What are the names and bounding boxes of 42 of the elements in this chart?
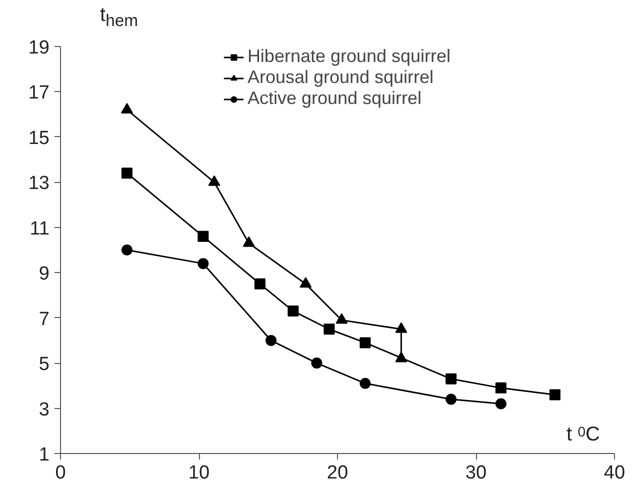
y-tick-label: 19	[28, 38, 50, 58]
point	[446, 373, 457, 384]
y-tick-label: 11	[30, 218, 50, 240]
legend-label: Active ground squirrel	[247, 88, 422, 109]
x-tick-label: 30	[465, 462, 487, 484]
point	[360, 378, 371, 389]
point	[121, 244, 132, 256]
y-tick-label: 17	[28, 82, 50, 104]
y-tick-label: 1	[38, 444, 50, 466]
y-tick-label: 15	[28, 128, 50, 149]
point	[336, 313, 348, 324]
point	[495, 398, 506, 410]
point	[120, 102, 133, 114]
point	[324, 324, 335, 335]
point	[208, 175, 220, 186]
point	[254, 278, 266, 290]
point	[242, 236, 255, 247]
legend-label: Hibernate ground squirrel	[247, 46, 451, 67]
y-tick-label: 5	[38, 354, 50, 376]
y-tick-label: 3	[38, 399, 50, 420]
x-tick-label: 10	[188, 462, 210, 484]
y-tick-label: 13	[28, 173, 50, 194]
point	[198, 230, 209, 242]
point	[360, 337, 371, 348]
y-axis-title: t$_{hem}$	[100, 4, 138, 31]
point	[395, 352, 408, 362]
point	[395, 322, 408, 333]
y-tick-label: 7	[38, 308, 50, 330]
y-tick-label: 9	[38, 264, 50, 285]
point	[446, 394, 457, 405]
x-tick-label: 0	[55, 462, 66, 484]
legend-label: Arousal ground squirrel	[247, 67, 434, 88]
x-tick-label: 40	[604, 462, 626, 484]
point	[121, 168, 132, 179]
point	[495, 382, 506, 394]
x-tick-label: 20	[326, 462, 348, 484]
point	[266, 334, 277, 346]
point	[300, 277, 312, 288]
point	[549, 389, 560, 400]
point	[288, 306, 299, 317]
point	[311, 358, 322, 369]
point	[198, 258, 209, 270]
